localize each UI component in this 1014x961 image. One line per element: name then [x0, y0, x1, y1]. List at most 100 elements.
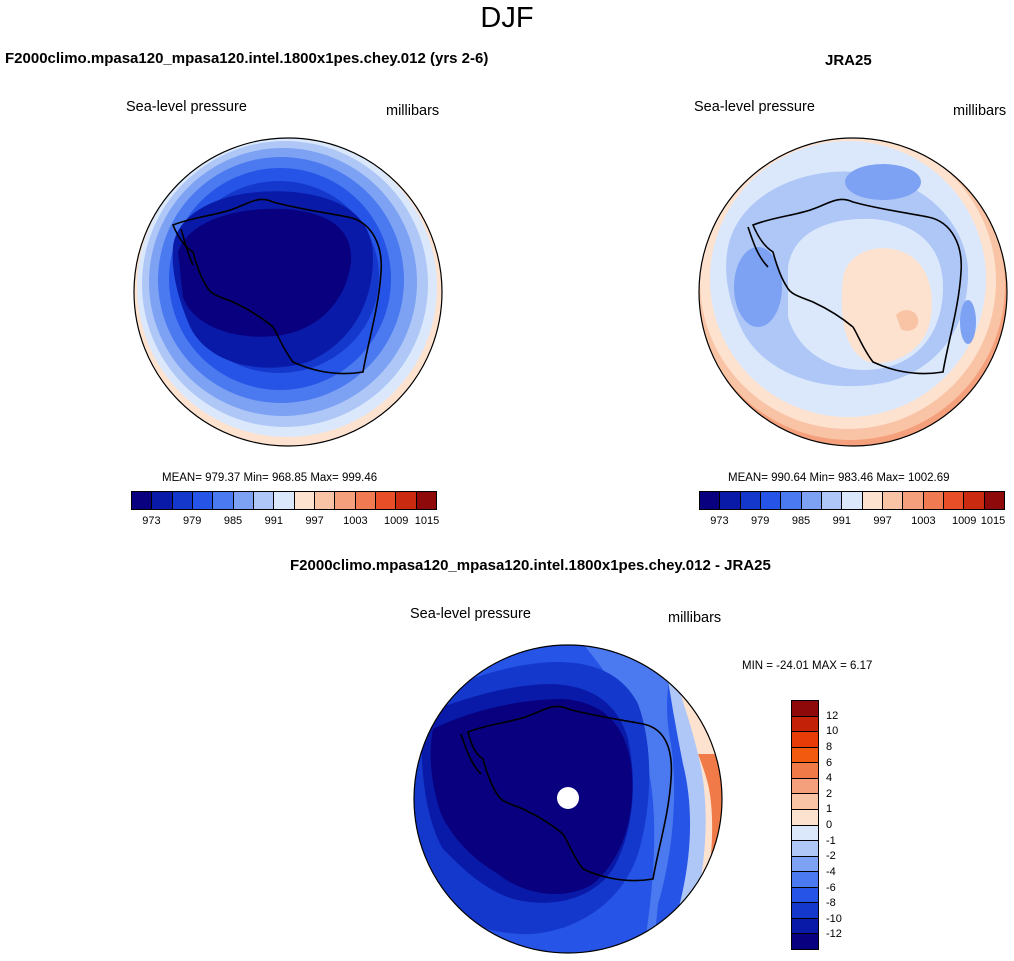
colorbar-tick-label: -1: [826, 834, 836, 847]
colorbar-cell: [760, 492, 782, 509]
colorbar-cell: [842, 492, 863, 509]
obs-polar-map: [698, 137, 1008, 447]
colorbar-tick-label: 1015: [980, 515, 1006, 527]
colorbar-tick-label: -8: [826, 897, 836, 910]
colorbar-cell: [862, 492, 883, 509]
colorbar-tick-label: 2: [826, 787, 833, 800]
colorbar-cell: [396, 492, 417, 509]
colorbar-cell: [192, 492, 214, 509]
obs-units-label: millibars: [953, 103, 1007, 119]
colorbar-tick-label: 0: [826, 819, 833, 831]
colorbar-tick-label: 973: [142, 515, 161, 527]
colorbar-tick-label: -2: [826, 850, 836, 863]
colorbar-tick-label: 6: [826, 756, 833, 769]
colorbar-cell: [903, 492, 924, 509]
colorbar-tick-label: 12: [826, 709, 839, 722]
colorbar-cell: [792, 856, 818, 873]
colorbar-cell: [792, 701, 818, 717]
colorbar-cell: [821, 492, 843, 509]
colorbar-cell: [375, 492, 397, 509]
diff-colorbar-ticks: 12 10 8 6 4 2 1 0 -1 -2 -4 -6 -8 -10 -12: [826, 700, 866, 950]
colorbar-cell: [943, 492, 965, 509]
model-peninsula-coast: [180, 228, 194, 266]
colorbar-tick-label: 4: [826, 772, 833, 785]
colorbar-cell: [355, 492, 376, 509]
colorbar-cell: [923, 492, 944, 509]
colorbar-tick-label: 1003: [343, 515, 368, 527]
colorbar-tick-label: 1: [826, 803, 833, 816]
diff-antarctica-coast: [467, 705, 673, 882]
diff-units-label: millibars: [668, 610, 722, 626]
colorbar-tick-label: 985: [791, 515, 811, 527]
obs-map-border: [698, 137, 1008, 447]
colorbar-tick-label: -12: [826, 928, 842, 941]
diff-map-border: [413, 644, 723, 954]
colorbar-tick-label: 997: [873, 515, 892, 527]
colorbar-tick-label: 991: [832, 515, 851, 527]
diff-polar-hole: [557, 787, 579, 809]
colorbar-cell: [792, 778, 818, 795]
colorbar-tick-label: 973: [710, 515, 729, 527]
colorbar-tick-label: 1009: [383, 515, 409, 527]
colorbar-cell: [792, 716, 818, 733]
model-variable-label: Sea-level pressure: [126, 99, 247, 115]
colorbar-cell: [984, 492, 1004, 509]
colorbar-cell: [740, 492, 761, 509]
colorbar-tick-label: -10: [826, 912, 842, 925]
model-antarctica-coast: [171, 198, 383, 375]
diff-stats: MIN = -24.01 MAX = 6.17: [742, 660, 873, 672]
colorbar-tick-label: 10: [826, 725, 839, 738]
model-map-border: [133, 137, 443, 447]
colorbar-cell: [792, 825, 818, 842]
colorbar-tick-label: -6: [826, 881, 836, 894]
colorbar-tick-label: 991: [264, 515, 283, 527]
colorbar-cell: [792, 809, 818, 826]
colorbar-cell: [314, 492, 336, 509]
obs-stats: MEAN= 990.64 Min= 983.46 Max= 1002.69: [728, 472, 950, 484]
obs-panel-title: JRA25: [825, 52, 872, 69]
diff-colorbar: [791, 700, 819, 950]
diff-variable-label: Sea-level pressure: [410, 606, 531, 622]
colorbar-cell: [792, 918, 818, 935]
colorbar-tick-label: 979: [183, 515, 202, 527]
colorbar-cell: [792, 887, 818, 904]
model-polar-map: [133, 137, 443, 447]
obs-colorbar: [699, 491, 1005, 510]
model-units-label: millibars: [386, 103, 440, 119]
colorbar-cell: [152, 492, 173, 509]
colorbar-cell: [294, 492, 315, 509]
model-low-973: [178, 208, 352, 337]
diff-panel-title: F2000climo.mpasa120_mpasa120.intel.1800x…: [290, 557, 771, 574]
colorbar-cell: [781, 492, 802, 509]
colorbar-cell: [792, 841, 818, 857]
colorbar-cell: [700, 492, 721, 509]
colorbar-cell: [792, 732, 818, 748]
obs-high-1000: [896, 310, 919, 331]
diff-low-minus12: [430, 699, 633, 895]
colorbar-cell: [213, 492, 234, 509]
colorbar-cell: [132, 492, 153, 509]
model-stats: MEAN= 979.37 Min= 968.85 Max= 999.46: [162, 472, 378, 484]
obs-low-988-west: [734, 247, 782, 327]
colorbar-tick-label: 985: [223, 515, 243, 527]
diff-peninsula-coast: [460, 733, 482, 775]
colorbar-cell: [792, 747, 818, 764]
obs-variable-label: Sea-level pressure: [694, 99, 815, 115]
obs-low-988-north: [845, 164, 921, 200]
colorbar-cell: [416, 492, 436, 509]
colorbar-tick-label: 979: [751, 515, 770, 527]
colorbar-cell: [172, 492, 193, 509]
colorbar-cell: [792, 763, 818, 779]
colorbar-tick-label: 997: [305, 515, 324, 527]
colorbar-tick-label: 8: [826, 740, 833, 753]
obs-peninsula-coast: [747, 226, 769, 268]
obs-high-997: [841, 248, 932, 363]
model-colorbar-ticks: 973 979 985 991 997 1003 1009 1015: [131, 515, 440, 529]
colorbar-cell: [964, 492, 985, 509]
obs-colorbar-ticks: 973 979 985 991 997 1003 1009 1015: [699, 515, 1005, 529]
colorbar-tick-label: 1015: [414, 515, 440, 527]
colorbar-cell: [801, 492, 822, 509]
colorbar-cell: [792, 794, 818, 810]
colorbar-cell: [720, 492, 741, 509]
colorbar-cell: [233, 492, 254, 509]
